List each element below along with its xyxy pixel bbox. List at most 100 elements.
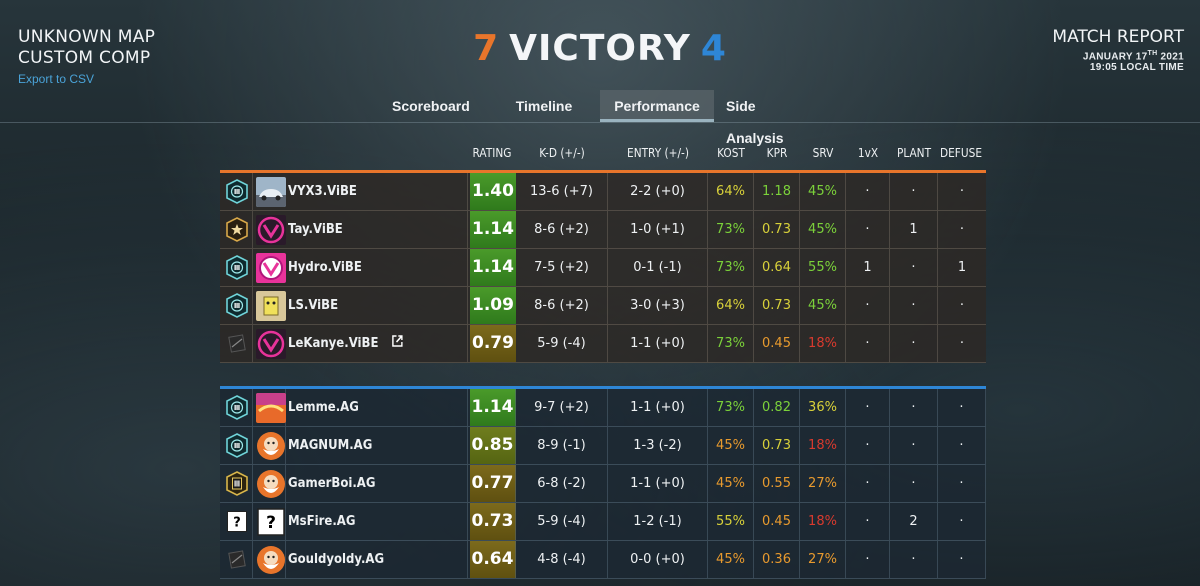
tab-bar: Scoreboard Timeline Performance Side Ana… xyxy=(380,90,826,146)
col-kd[interactable]: K-D (+/-) xyxy=(539,146,585,160)
defuse-cell: · xyxy=(959,336,965,351)
1vx-cell: · xyxy=(846,427,890,464)
entry-cell: 1-3 (-2) xyxy=(608,427,708,464)
kpr-cell: 0.64 xyxy=(754,249,800,286)
avatar-cell xyxy=(256,465,286,502)
report-date-suffix: TH xyxy=(1147,50,1158,57)
avatar xyxy=(256,545,286,575)
player-name[interactable]: Hydro.ViBE xyxy=(288,260,362,275)
player-name[interactable]: MAGNUM.AG xyxy=(288,438,373,453)
defuse-cell: · xyxy=(938,427,986,464)
col-kpr[interactable]: KPR xyxy=(766,146,788,160)
col-entry[interactable]: ENTRY (+/-) xyxy=(627,146,689,160)
player-name[interactable]: LeKanye.ViBE xyxy=(288,336,379,351)
player-row[interactable]: Lemme.AG 1.14 9-7 (+2) 1-1 (+0) 73% 0.82 36% · ·… xyxy=(220,389,986,427)
avatar-cell xyxy=(256,541,286,578)
plant-cell: · xyxy=(890,173,938,210)
player-name-cell[interactable]: GamerBoi.AG xyxy=(288,465,468,502)
rating-cell: 1.40 xyxy=(470,173,516,210)
defuse-cell: · xyxy=(959,184,965,199)
kd-cell: 5-9 (-4) xyxy=(516,503,608,540)
srv-cell: 27% xyxy=(800,465,846,502)
rank-cell: ? xyxy=(220,503,253,540)
entry-cell: 0-1 (-1) xyxy=(608,249,708,286)
kd-cell: 13-6 (+7) xyxy=(516,173,608,210)
col-kost[interactable]: KOST xyxy=(717,146,745,160)
player-row[interactable]: Tay.ViBE 1.14 8-6 (+2) 1-0 (+1) 73% 0.73 45% · 1… xyxy=(220,211,986,249)
player-name[interactable]: Lemme.AG xyxy=(288,400,359,415)
player-row[interactable]: VYX3.ViBE 1.40 13-6 (+7) 2-2 (+0) 64% 1.18 45%… xyxy=(220,173,986,211)
plant-cell: · xyxy=(890,287,938,324)
tab-side-analysis[interactable]: Side Analysis xyxy=(726,98,784,146)
player-row[interactable]: MAGNUM.AG 0.85 8-9 (-1) 1-3 (-2) 45% 0.73 18% ·… xyxy=(220,427,986,465)
player-name-cell[interactable]: Hydro.ViBE xyxy=(288,249,468,286)
player-name-cell[interactable]: VYX3.ViBE xyxy=(288,173,468,210)
defuse-cell: · xyxy=(938,541,986,578)
player-name[interactable]: GamerBoi.AG xyxy=(288,476,376,491)
avatar-cell xyxy=(256,325,286,362)
avatar-cell xyxy=(256,287,286,324)
player-name[interactable]: Gouldyoldy.AG xyxy=(288,552,385,567)
1vx-cell: · xyxy=(846,325,890,362)
plant-cell: · xyxy=(890,389,938,426)
tab-scoreboard[interactable]: Scoreboard xyxy=(392,98,470,114)
svg-text:?: ? xyxy=(266,513,276,533)
col-srv[interactable]: SRV xyxy=(812,146,834,160)
team-blue-bar xyxy=(220,386,986,389)
player-name-cell[interactable]: LS.ViBE xyxy=(288,287,468,324)
rank-gold-icon xyxy=(226,471,248,496)
report-date: JANUARY 17TH 2021 xyxy=(1052,48,1184,62)
rank-copper-icon xyxy=(226,547,248,572)
kpr-cell: 1.18 xyxy=(754,173,800,210)
col-plant[interactable]: PLANT xyxy=(896,146,932,160)
col-rating[interactable]: RATING xyxy=(472,146,512,160)
plant-cell: · xyxy=(890,541,938,578)
player-name[interactable]: Tay.ViBE xyxy=(288,222,343,237)
rank-cell xyxy=(220,249,253,286)
export-csv-link[interactable]: Export to CSV xyxy=(18,72,95,86)
kpr-cell: 0.55 xyxy=(754,465,800,502)
player-name[interactable]: MsFire.AG xyxy=(288,514,356,529)
player-row[interactable]: LeKanye.ViBE 0.79 5-9 (-4) 1-1 (+0) 73% 0.45 1… xyxy=(220,325,986,363)
rank-cell xyxy=(220,541,253,578)
tab-timeline[interactable]: Timeline xyxy=(515,98,573,114)
player-row[interactable]: ?? MsFire.AG 0.73 5-9 (-4) 1-2 (-1) 55% 0.45 18… xyxy=(220,503,986,541)
player-row[interactable]: Gouldyoldy.AG 0.64 4-8 (-4) 0-0 (+0) 45% 0.36… xyxy=(220,541,986,579)
player-name-cell[interactable]: MAGNUM.AG xyxy=(288,427,468,464)
defuse-cell: 1 xyxy=(957,260,967,275)
kost-cell: 64% xyxy=(708,173,754,210)
player-row[interactable]: Hydro.ViBE 1.14 7-5 (+2) 0-1 (-1) 73% 0.64 55%… xyxy=(220,249,986,287)
player-name[interactable]: LS.ViBE xyxy=(288,298,339,313)
player-name[interactable]: VYX3.ViBE xyxy=(288,184,357,199)
kost-cell: 45% xyxy=(708,541,754,578)
match-result: VICTORY xyxy=(509,28,691,69)
avatar-cell xyxy=(256,173,286,210)
defuse-cell: · xyxy=(959,222,965,237)
col-defuse[interactable]: DEFUSE xyxy=(940,146,982,160)
external-link-icon[interactable] xyxy=(391,325,403,362)
player-row[interactable]: LS.ViBE 1.09 8-6 (+2) 3-0 (+3) 64% 0.73 45% · · · xyxy=(220,287,986,325)
entry-cell: 1-2 (-1) xyxy=(608,503,708,540)
1vx-cell: · xyxy=(846,465,890,502)
1vx-cell: · xyxy=(846,503,890,540)
tab-performance[interactable]: Performance xyxy=(600,90,714,122)
player-name-cell[interactable]: LeKanye.ViBE xyxy=(288,325,468,362)
player-row[interactable]: GamerBoi.AG 0.77 6-8 (-2) 1-1 (+0) 45% 0.55 27… xyxy=(220,465,986,503)
player-name-cell[interactable]: Gouldyoldy.AG xyxy=(288,541,468,578)
rank-cell xyxy=(220,427,253,464)
rating-cell: 0.73 xyxy=(470,503,516,540)
player-name-cell[interactable]: MsFire.AG xyxy=(288,503,468,540)
kost-cell: 73% xyxy=(708,325,754,362)
player-name-cell[interactable]: Lemme.AG xyxy=(288,389,468,426)
col-1vx[interactable]: 1vX xyxy=(857,146,879,160)
avatar xyxy=(256,393,286,423)
score-orange: 7 xyxy=(473,28,500,69)
kost-cell: 45% xyxy=(708,465,754,502)
entry-cell: 2-2 (+0) xyxy=(608,173,708,210)
avatar xyxy=(256,177,286,207)
entry-cell: 1-1 (+0) xyxy=(608,325,708,362)
avatar-cell xyxy=(256,389,286,426)
match-score: 7 VICTORY 4 xyxy=(0,28,1200,69)
player-name-cell[interactable]: Tay.ViBE xyxy=(288,211,468,248)
kost-cell: 55% xyxy=(708,503,754,540)
